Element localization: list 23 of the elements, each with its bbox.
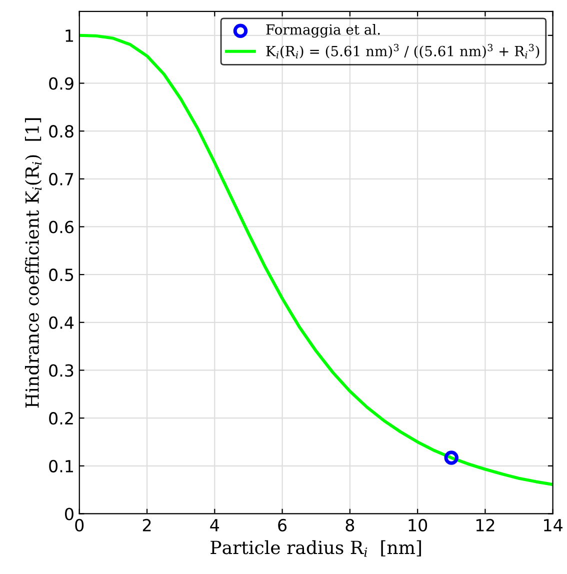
x-tick-label: 4 [210,519,220,532]
y-tick-label: 0 [65,508,74,520]
legend-label: Formaggia et al. [266,24,380,38]
y-tick-label: 0.3 [49,364,74,377]
y-axis-title: Hindrance coefficient K$_{i}$(R$_{i}$) [1] [24,118,42,408]
y-tick-label: 0.6 [49,220,74,234]
y-tick-label: 0.7 [49,172,74,186]
y-tick-label: 0.8 [49,125,74,138]
x-tick-label: 14 [544,519,562,532]
x-tick-label: 12 [476,518,494,532]
y-tick-label: 0.1 [49,460,73,472]
text: K$_{i}$(R$_{i}$) = (5.61 nm)$^{3}$ / ((5.61 nm)$^{3}$ + R$_{i}$$^{3}$) [266,44,540,58]
y-tick-label: 0.5 [49,268,74,282]
x-tick-label: 0 [75,518,84,532]
x-tick-label: 6 [278,518,287,532]
x-tick-label: 8 [346,518,354,532]
y-tick-label: 0.9 [49,77,74,90]
y-tick-label: 0.2 [49,412,73,425]
x-tick-label: 2 [142,518,151,532]
y-tick-label: 1 [66,30,73,42]
y-tick-label: 0.4 [49,316,74,329]
x-tick-label: 10 [408,518,428,532]
x-axis-title: Particle radius R$_{i}$ [nm] [210,540,421,557]
